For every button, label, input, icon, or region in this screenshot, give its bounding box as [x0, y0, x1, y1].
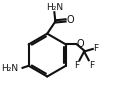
Text: F: F	[88, 61, 93, 70]
Text: H₂N: H₂N	[45, 3, 62, 12]
Text: F: F	[73, 61, 78, 70]
Text: F: F	[92, 44, 98, 53]
Text: O: O	[66, 15, 74, 25]
Text: O: O	[76, 39, 83, 49]
Text: H₂N: H₂N	[1, 64, 18, 73]
